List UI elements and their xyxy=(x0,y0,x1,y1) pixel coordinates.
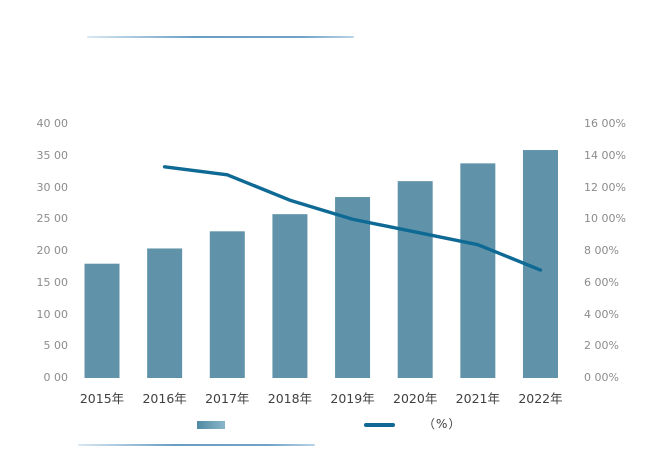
y-left-tick: 40 00 xyxy=(36,117,69,130)
x-tick: 2016年 xyxy=(142,391,187,406)
y-left-tick: 0 00 xyxy=(43,371,69,384)
y-right-tick: 10 00% xyxy=(584,212,626,226)
bar-2021年 xyxy=(460,163,496,378)
y-right-tick: 12 00% xyxy=(584,180,626,194)
y-left-tick: 5 00 xyxy=(43,339,69,353)
y-axis-left: 40 00 35 00 30 00 25 00 20 00 15 00 10 00 5 00 0… xyxy=(18,0,69,471)
y-left-tick: 25 00 xyxy=(36,212,69,226)
y-right-tick: 14 00% xyxy=(584,148,626,162)
y-right-tick: 4 00% xyxy=(584,307,619,321)
bar-2015年 xyxy=(84,263,120,378)
bar-2016年 xyxy=(147,248,183,378)
x-tick: 2015年 xyxy=(79,391,125,406)
legend-line-label: （%） xyxy=(423,417,462,431)
y-axis-right: 16 00% 14 00% 12 00% 10 00% 8 00% 6 00% 4 00% 2… xyxy=(584,0,654,471)
y-right-tick: 0 00% xyxy=(584,371,619,384)
x-tick: 2017年 xyxy=(205,391,250,406)
bar-2018年 xyxy=(272,214,308,378)
y-left-tick: 10 00 xyxy=(36,307,69,321)
top-divider-line xyxy=(87,36,354,38)
x-tick: 2018年 xyxy=(267,391,313,406)
y-left-tick: 35 00 xyxy=(36,148,69,162)
y-right-tick: 6 00% xyxy=(584,275,619,289)
legend-bar-swatch xyxy=(197,421,225,429)
y-right-tick: 2 00% xyxy=(584,339,619,353)
y-left-tick: 20 00 xyxy=(36,244,69,257)
x-tick: 2019年 xyxy=(330,391,375,406)
x-tick: 2021年 xyxy=(455,391,500,406)
bar-2019年 xyxy=(335,197,371,378)
y-left-tick: 30 00 xyxy=(36,180,69,194)
bar-2017年 xyxy=(209,231,245,378)
y-right-tick: 8 00% xyxy=(584,244,619,257)
x-tick: 2022年 xyxy=(518,391,563,406)
bar-2020年 xyxy=(397,181,433,378)
y-left-tick: 15 00 xyxy=(36,275,69,289)
bottom-divider-line xyxy=(78,444,315,446)
y-right-tick: 16 00% xyxy=(584,117,626,130)
legend-line-swatch xyxy=(364,423,395,427)
x-tick: 2020年 xyxy=(393,391,438,406)
trend-line xyxy=(162,165,543,272)
